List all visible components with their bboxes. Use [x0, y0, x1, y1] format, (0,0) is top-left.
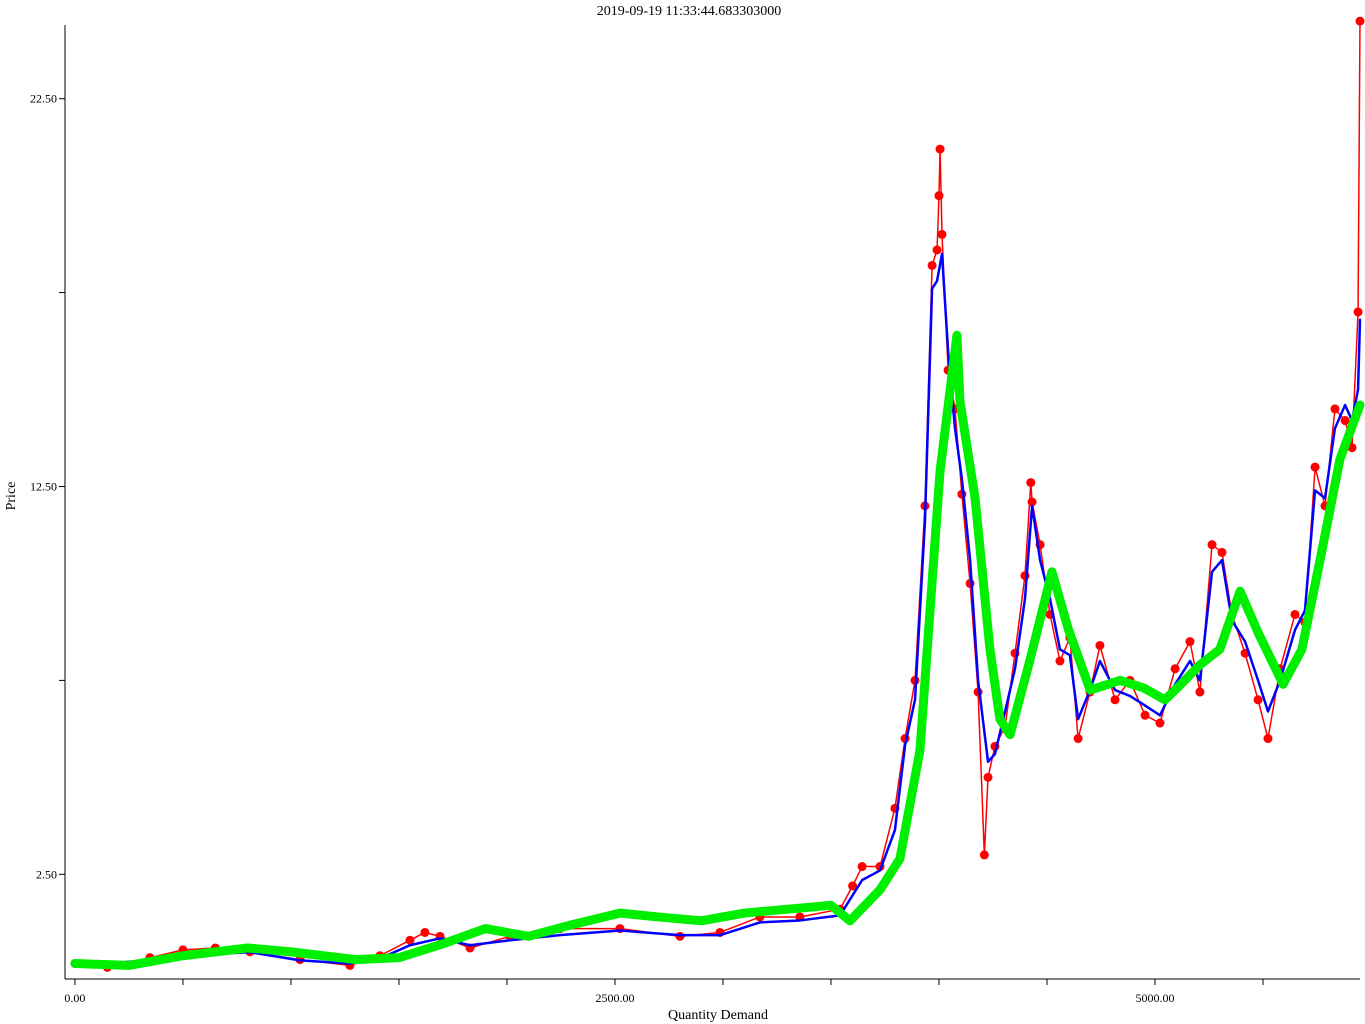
chart-title: 2019-09-19 11:33:44.683303000 [597, 4, 782, 19]
data-point [927, 260, 937, 270]
x-tick-label: 0.00 [64, 991, 85, 1005]
x-tick-label: 5000.00 [1136, 991, 1175, 1005]
data-point [979, 850, 989, 860]
data-point [1026, 478, 1036, 488]
x-tick-label: 2500.00 [595, 991, 634, 1005]
data-point [420, 927, 430, 937]
data-point [1140, 710, 1150, 720]
data-point [857, 862, 867, 872]
data-point [1155, 718, 1165, 728]
data-point [1290, 609, 1300, 619]
data-point [1055, 656, 1065, 666]
data-point [1110, 695, 1120, 705]
data-point [1217, 547, 1227, 557]
data-point [1355, 16, 1365, 26]
data-point [1263, 734, 1273, 744]
data-point [965, 578, 975, 588]
y-tick-label: 22.50 [30, 92, 57, 106]
data-point [932, 245, 942, 255]
data-point [937, 229, 947, 239]
y-tick-label: 2.50 [36, 867, 57, 881]
y-axis-label: Price [4, 482, 19, 511]
data-point [1340, 416, 1350, 426]
data-point [1095, 640, 1105, 650]
data-point [983, 772, 993, 782]
data-point [1207, 540, 1217, 550]
data-point [1170, 664, 1180, 674]
data-point [1353, 307, 1363, 317]
series-line [73, 252, 1362, 967]
data-point [848, 881, 858, 891]
data-point [1027, 497, 1037, 507]
data-point [935, 144, 945, 154]
data-point [934, 191, 944, 201]
data-point [1185, 637, 1195, 647]
data-point [1195, 687, 1205, 697]
series-line [70, 330, 1365, 970]
series-line [74, 20, 1361, 969]
data-point [1310, 462, 1320, 472]
data-point [1073, 734, 1083, 744]
y-tick-label: 12.50 [30, 479, 57, 493]
x-axis-label: Quantity Demand [668, 1008, 768, 1023]
data-point [1330, 404, 1340, 414]
data-point [1253, 695, 1263, 705]
data-point [405, 935, 415, 945]
